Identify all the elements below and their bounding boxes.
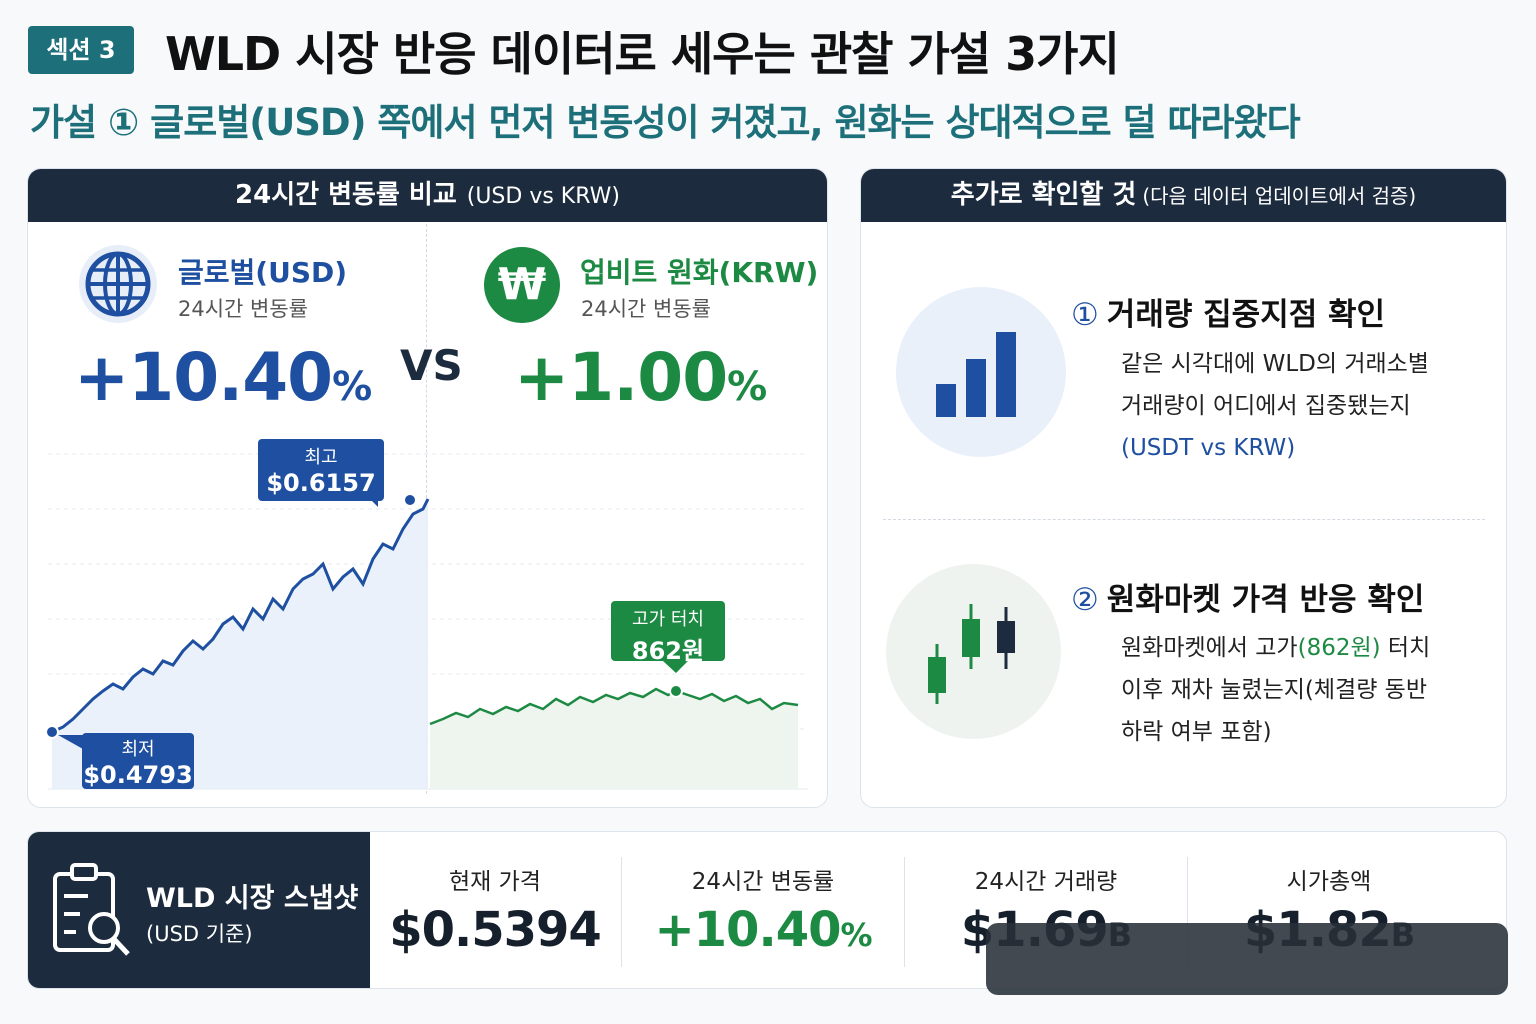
vs-label: VS [400,341,463,390]
usd-low-marker [45,725,59,739]
snapshot-subtitle: (USD 기준) [146,922,253,946]
comparison-title: 24시간 변동률 비교 [235,180,457,210]
usd-high-callout: 최고 $0.6157 [258,439,384,501]
clipboard-search-icon [53,863,130,956]
checks-panel-header: 추가로 확인할 것 (다음 데이터 업데이트에서 검증) [861,169,1506,222]
usd-low-callout-pointer [58,735,83,749]
market-snapshot: WLD 시장 스냅샷 (USD 기준) 현재 가격 $0.5394 24시간 변… [27,831,1507,989]
check-1-description: 같은 시각대에 WLD의 거래소별 거래량이 어디에서 집중됐는지 (USDT … [1121,351,1429,461]
check-2-title: ② 원화마켓 가격 반응 확인 [1071,582,1425,618]
check-2-description: 원화마켓에서 고가(862원) 터치 이후 재차 눌렸는지(체결량 동반 하락 … [1121,635,1431,745]
krw-price-line [429,687,799,726]
check-1-title: ① 거래량 집중지점 확인 [1071,297,1386,333]
hypothesis-subtitle: 가설 ① 글로벌(USD) 쪽에서 먼저 변동성이 커졌고, 원화는 상대적으로… [30,101,1301,144]
comparison-panel: 24시간 변동률 비교 (USD vs KRW) 글로벌(USD) 24시간 변동… [27,168,828,808]
checks-panel: 추가로 확인할 것 (다음 데이터 업데이트에서 검증) ① 거래량 집중지점 확인… [860,168,1507,808]
krw-change-sublabel: 24시간 변동률 [581,297,711,321]
usd-change-sublabel: 24시간 변동률 [178,297,308,321]
krw-high-marker [669,684,683,698]
won-icon: ₩ [484,247,560,323]
price-charts [45,453,808,790]
comparison-panel-header: 24시간 변동률 비교 (USD vs KRW) [28,169,827,222]
checks-title: 추가로 확인할 것 [950,180,1137,210]
checks-title-note: (다음 데이터 업데이트에서 검증) [1142,184,1417,208]
globe-icon [79,245,157,323]
snapshot-header: WLD 시장 스냅샷 (USD 기준) [28,832,370,988]
usd-market-label: 글로벌(USD) [178,256,348,289]
checks-divider [883,519,1485,520]
bar-chart-icon [936,332,1016,417]
metric-24h-change: 24시간 변동률 +10.40% [654,869,872,958]
krw-market-label: 업비트 원화(KRW) [580,256,819,289]
usd-low-callout: 최저 $0.4793 [82,733,194,789]
page-title: WLD 시장 반응 데이터로 세우는 관찰 가설 3가지 [165,27,1120,81]
krw-high-callout: 고가 터치 862원 [611,601,725,665]
snapshot-title: WLD 시장 스냅샷 [146,883,359,914]
dark-overlay-box [986,923,1508,995]
comparison-title-note: (USD vs KRW) [466,184,620,209]
usd-price-area [52,499,428,789]
usd-change-value: +10.40% [74,339,372,416]
metric-separator [904,857,905,967]
candlestick-icon [928,604,1015,704]
usd-high-marker [403,493,417,507]
krw-high-callout-pointer [663,661,688,673]
usd-price-line [51,498,430,734]
krw-change-value: +1.00% [514,339,767,416]
section-badge: 섹션 3 [28,26,134,74]
krw-price-area [430,689,798,789]
metric-current-price: 현재 가격 $0.5394 [389,869,602,958]
metric-separator [621,857,622,967]
metric-separator [1187,857,1188,967]
